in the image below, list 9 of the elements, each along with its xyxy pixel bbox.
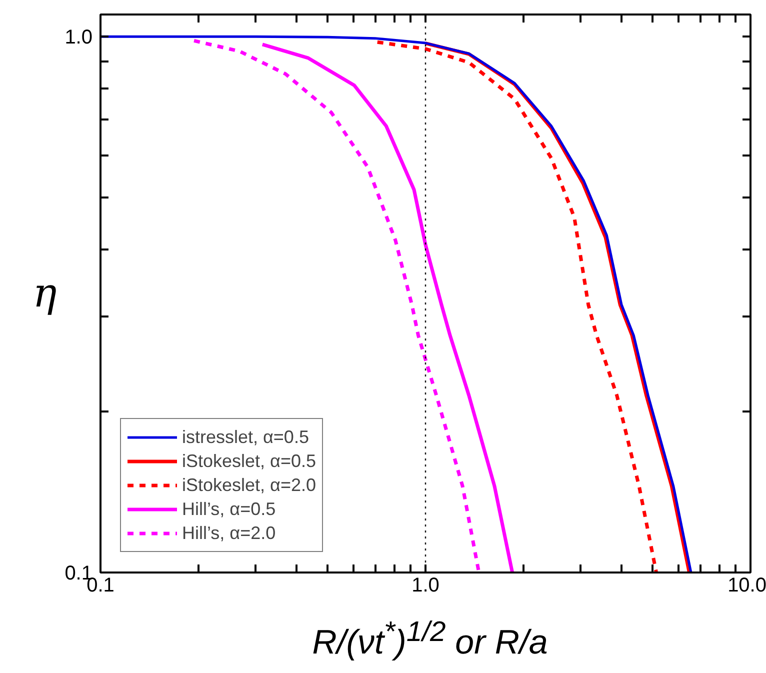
x-axis-title: R/(νt$^{*}$)$^{1/2}$ or R/a [311, 615, 549, 664]
legend-label: iStokeslet, α=2.0 [182, 474, 316, 496]
x-tick-label: 1.0 [412, 574, 440, 596]
x-tick-label: 10.0 [728, 574, 766, 596]
legend-label: iStokeslet, α=0.5 [182, 450, 316, 472]
legend-label: Hill’s, α=2.0 [182, 522, 276, 544]
y-axis-title: η [32, 270, 57, 316]
legend-label: Hill’s, α=0.5 [182, 498, 276, 520]
legend-label: istresslet, α=0.5 [182, 426, 309, 448]
